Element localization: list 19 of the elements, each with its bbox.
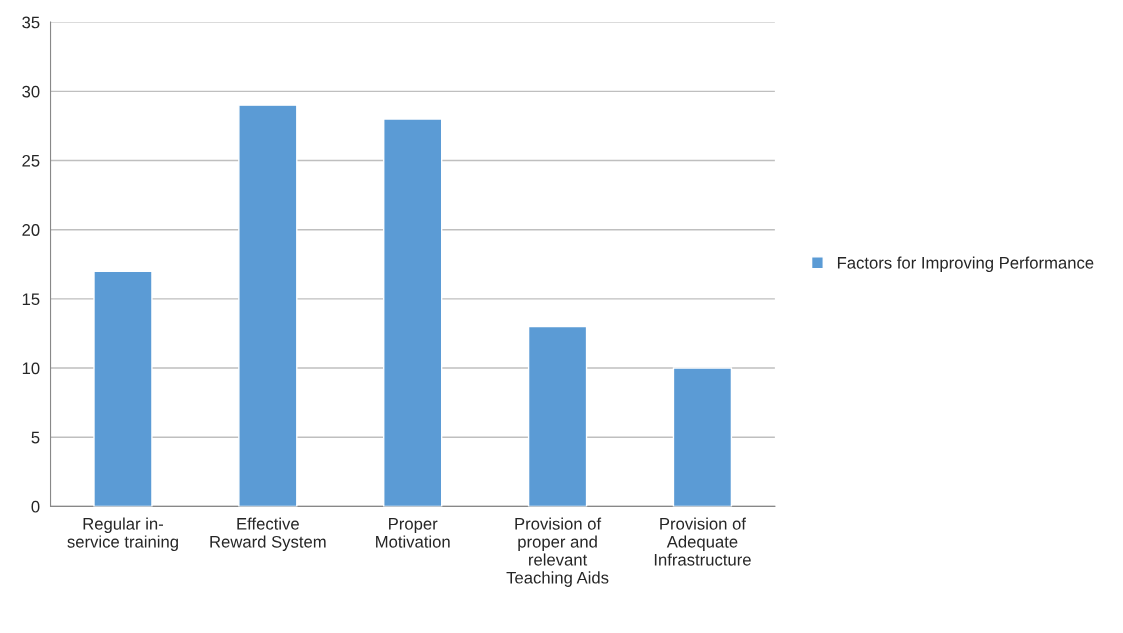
x-tick-label: Proper Motivation: [376, 518, 450, 548]
y-tick-label: 10: [22, 362, 40, 375]
legend-label: Factors for Improving Performance: [837, 256, 1094, 273]
y-tick-label: 0: [31, 500, 40, 513]
y-tick-label: 25: [22, 154, 40, 167]
x-tick-label: Provision of Adequate Infrastructure: [654, 517, 751, 566]
y-tick-label: 35: [22, 16, 40, 29]
bar: [527, 325, 588, 507]
bar: [93, 270, 153, 507]
bar: [383, 118, 443, 507]
x-tick-label: Effective Reward System: [210, 517, 326, 551]
bar: [238, 104, 298, 507]
y-tick-label: 15: [22, 293, 40, 306]
y-tick-label: 5: [31, 431, 40, 444]
x-tick-label: Regular in- service training: [67, 517, 178, 551]
y-tick-label: 30: [22, 85, 40, 98]
y-tick-label: 20: [22, 224, 40, 236]
x-tick-label: Provision of proper and relevant Teaching Aids: [506, 517, 609, 587]
bar: [672, 367, 733, 507]
